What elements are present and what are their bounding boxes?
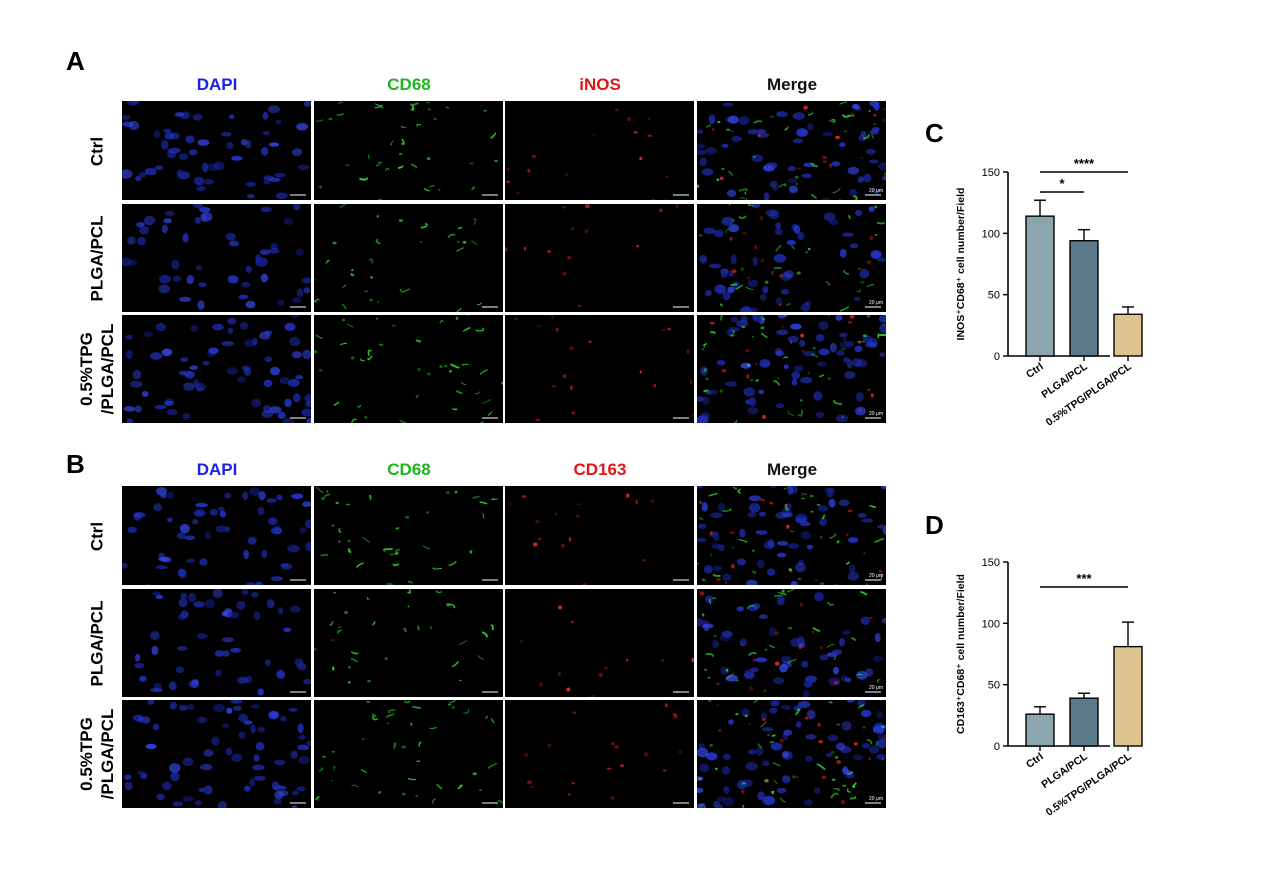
micrograph-a-r2-c3: 20 μm <box>697 315 886 423</box>
panel-b-letter: B <box>66 449 85 479</box>
micrograph-b-r2-c2 <box>505 700 694 808</box>
x-tick-label: Ctrl <box>1024 751 1046 771</box>
column-header-merge: Merge <box>766 460 818 479</box>
panel-c-letter: C <box>925 118 944 148</box>
micrograph-a-r2-c2 <box>505 315 694 423</box>
micrograph-b-r2-c3: 20 μm <box>697 700 886 808</box>
scale-bar-label: 20 μm <box>869 300 883 306</box>
y-axis-label: CD163⁺CD68⁺ cell number/Field <box>955 574 967 734</box>
micrograph-b-r0-c0 <box>122 486 311 585</box>
column-header-cd68: CD68 <box>387 75 431 94</box>
y-tick-label: 100 <box>982 228 1000 240</box>
bar-1 <box>1069 697 1099 747</box>
row-label-0: Ctrl <box>87 521 107 551</box>
panel-d-letter: D <box>925 510 944 540</box>
scale-bar-label: 20 μm <box>869 188 883 194</box>
row-label-2: 0.5%TPG /PLGA/PCL <box>77 323 117 415</box>
y-tick-label: 150 <box>982 557 1000 569</box>
micrograph-a-r1-c0 <box>122 204 311 312</box>
column-header-merge: Merge <box>766 75 818 94</box>
row-label-1: PLGA/PCL <box>87 215 107 302</box>
scale-bar-label: 20 μm <box>869 685 883 691</box>
micrograph-a-r1-c1 <box>314 204 503 312</box>
micrograph-b-r1-c0 <box>122 589 311 697</box>
y-tick-label: 0 <box>994 741 1000 753</box>
significance-label: *** <box>1076 571 1092 586</box>
y-tick-label: 50 <box>988 680 1000 692</box>
panel-c-bar-chart: 0 50 100 150 INOS⁺CD68⁺ cell number/Field Ctr… <box>930 150 1190 450</box>
x-tick-label: Ctrl <box>1024 361 1046 381</box>
chart-svg: 0 50 100 150 INOS⁺CD68⁺ cell number/Field Ctr… <box>955 156 1143 429</box>
chart-svg: 0 50 100 150 CD163⁺CD68⁺ cell number/Field Ct… <box>955 557 1143 819</box>
micrograph-b-r1-c3: 20 μm <box>697 589 886 697</box>
y-axis-label: INOS⁺CD68⁺ cell number/Field <box>955 188 967 341</box>
micrograph-a-r2-c0 <box>122 315 311 423</box>
scale-bar-label: 20 μm <box>869 573 883 579</box>
micrograph-b-r2-c1 <box>314 700 503 808</box>
row-label-2: 0.5%TPG /PLGA/PCL <box>77 708 117 800</box>
panel-d-bar-chart: 0 50 100 150 CD163⁺CD68⁺ cell number/Field Ct… <box>930 540 1190 840</box>
significance-label: * <box>1059 176 1065 191</box>
bar-2 <box>1113 645 1143 747</box>
row-label-1: PLGA/PCL <box>87 600 107 687</box>
micrograph-a-r1-c2 <box>505 204 694 312</box>
micrograph-b-r0-c2 <box>505 486 694 585</box>
panel-a-letter: A <box>66 46 85 76</box>
micrograph-b-r1-c2 <box>505 589 694 697</box>
micrograph-a-r0-c2 <box>505 101 694 200</box>
micrograph-a-r1-c3: 20 μm <box>697 204 886 312</box>
micrograph-b-r2-c0 <box>122 700 311 808</box>
micrograph-a-r0-c1 <box>314 101 503 200</box>
column-header-dapi: DAPI <box>196 75 238 94</box>
bar-0 <box>1025 713 1055 747</box>
column-header-dapi: DAPI <box>196 460 238 479</box>
y-tick-label: 150 <box>982 167 1000 179</box>
bar-0 <box>1025 215 1055 357</box>
micrograph-a-r0-c0 <box>122 101 311 200</box>
y-tick-label: 0 <box>994 351 1000 363</box>
micrograph-b-r0-c1 <box>314 486 503 585</box>
row-label-0: Ctrl <box>87 136 107 166</box>
y-tick-label: 50 <box>988 290 1000 302</box>
micrograph-b-r0-c3: 20 μm <box>697 486 886 585</box>
significance-label: **** <box>1074 156 1095 171</box>
column-header-inos: iNOS <box>579 75 621 94</box>
bar-1 <box>1069 239 1099 357</box>
micrograph-a-r0-c3: 20 μm <box>697 101 886 200</box>
bar-2 <box>1113 313 1143 357</box>
scale-bar-label: 20 μm <box>869 796 883 802</box>
column-header-cd68: CD68 <box>387 460 431 479</box>
column-header-cd163: CD163 <box>573 460 627 479</box>
scale-bar-label: 20 μm <box>869 411 883 417</box>
micrograph-a-r2-c1 <box>314 315 503 423</box>
micrograph-b-r1-c1 <box>314 589 503 697</box>
y-tick-label: 100 <box>982 618 1000 630</box>
